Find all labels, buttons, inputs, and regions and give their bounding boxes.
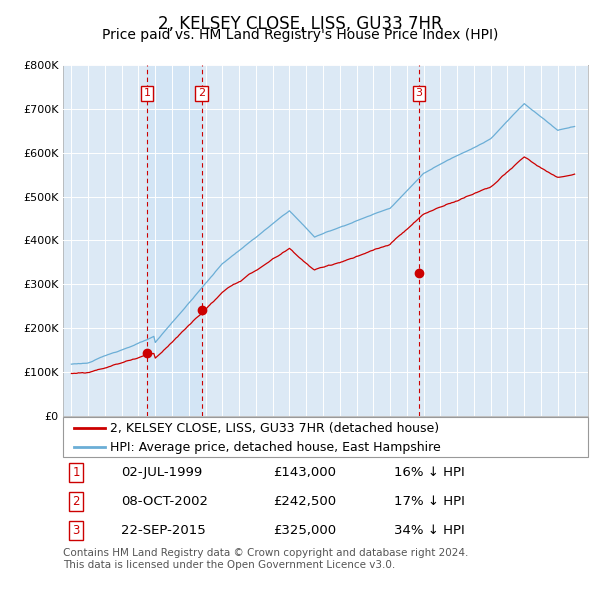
Text: 34% ↓ HPI: 34% ↓ HPI (394, 524, 464, 537)
Text: 3: 3 (73, 524, 80, 537)
Text: 2: 2 (73, 495, 80, 508)
Text: HPI: Average price, detached house, East Hampshire: HPI: Average price, detached house, East… (110, 441, 441, 454)
Text: 1: 1 (143, 88, 151, 99)
Text: Price paid vs. HM Land Registry's House Price Index (HPI): Price paid vs. HM Land Registry's House … (102, 28, 498, 42)
Text: 1: 1 (73, 466, 80, 479)
Text: 2, KELSEY CLOSE, LISS, GU33 7HR (detached house): 2, KELSEY CLOSE, LISS, GU33 7HR (detache… (110, 422, 439, 435)
Text: £143,000: £143,000 (273, 466, 336, 479)
Text: 22-SEP-2015: 22-SEP-2015 (121, 524, 205, 537)
Text: 2, KELSEY CLOSE, LISS, GU33 7HR: 2, KELSEY CLOSE, LISS, GU33 7HR (158, 15, 442, 33)
Text: £325,000: £325,000 (273, 524, 336, 537)
Bar (147, 65, 202, 416)
Text: 3: 3 (416, 88, 422, 99)
Text: 2: 2 (198, 88, 205, 99)
Text: £242,500: £242,500 (273, 495, 336, 508)
Text: 16% ↓ HPI: 16% ↓ HPI (394, 466, 464, 479)
Text: 02-JUL-1999: 02-JUL-1999 (121, 466, 202, 479)
Text: This data is licensed under the Open Government Licence v3.0.: This data is licensed under the Open Gov… (63, 560, 395, 571)
Text: 08-OCT-2002: 08-OCT-2002 (121, 495, 208, 508)
Text: Contains HM Land Registry data © Crown copyright and database right 2024.: Contains HM Land Registry data © Crown c… (63, 548, 469, 558)
Text: 17% ↓ HPI: 17% ↓ HPI (394, 495, 464, 508)
